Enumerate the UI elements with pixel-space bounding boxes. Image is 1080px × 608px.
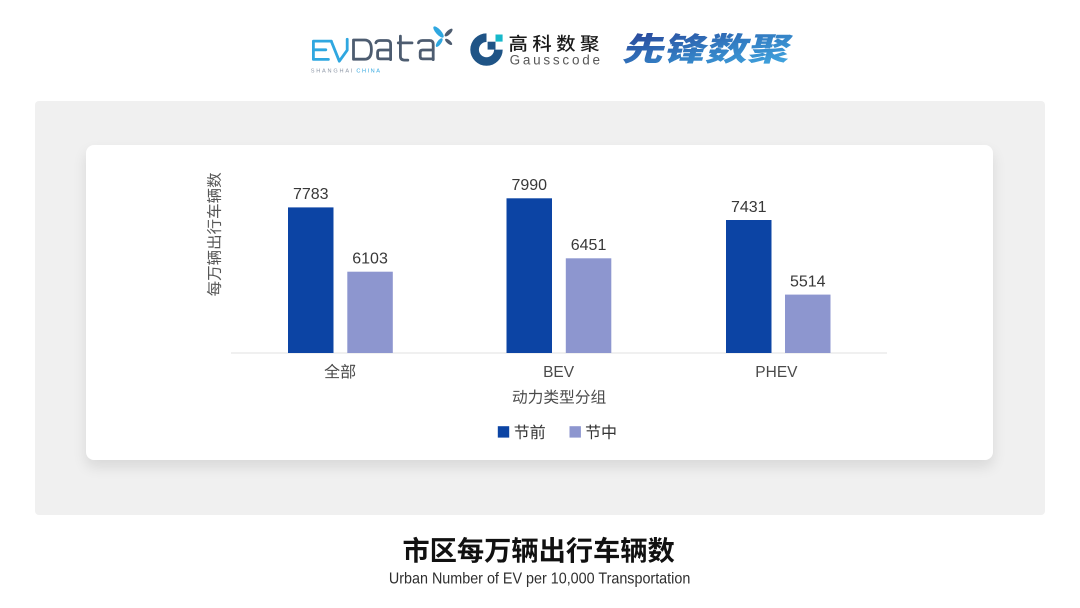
svg-text:6451: 6451 bbox=[571, 237, 607, 254]
svg-text:7431: 7431 bbox=[731, 199, 767, 216]
svg-text:7990: 7990 bbox=[511, 177, 547, 194]
svg-text:PHEV: PHEV bbox=[755, 364, 798, 381]
svg-text:7783: 7783 bbox=[293, 186, 329, 203]
svg-text:6103: 6103 bbox=[352, 251, 388, 268]
svg-text:5514: 5514 bbox=[790, 273, 826, 290]
svg-text:BEV: BEV bbox=[543, 364, 575, 381]
svg-text:SHANGHAI: SHANGHAI bbox=[311, 68, 353, 74]
svg-text:Urban Number of EV per 10,000: Urban Number of EV per 10,000 Transporta… bbox=[389, 570, 690, 587]
svg-text:CHINA: CHINA bbox=[356, 68, 380, 74]
svg-text:Gausscode: Gausscode bbox=[510, 53, 600, 68]
